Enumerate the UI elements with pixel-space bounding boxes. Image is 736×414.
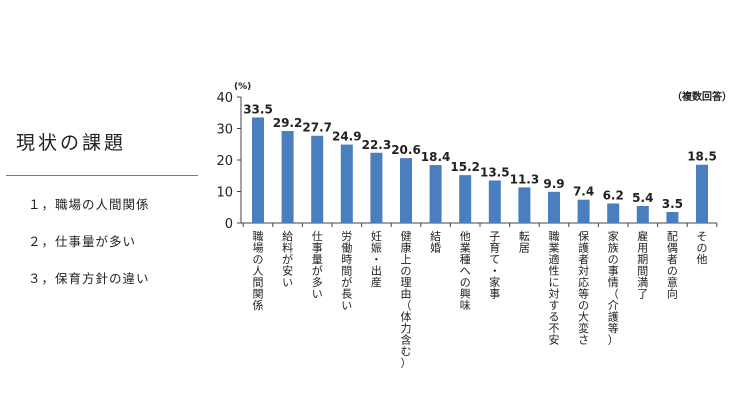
bar — [281, 131, 294, 223]
bar-value-label: 27.7 — [302, 121, 332, 135]
y-tick-label: 0 — [225, 217, 233, 232]
category-label: 職業適性に対する不安 — [549, 230, 560, 347]
bar — [340, 144, 353, 223]
category-label: 結婚 — [430, 229, 441, 255]
bar — [518, 187, 531, 223]
category-label: 職場の人間関係 — [253, 230, 264, 312]
category-label: 労働時間が長い — [341, 229, 352, 312]
bar-value-label: 11.3 — [510, 172, 540, 186]
issue-item-3: ３，保育方針の違い — [28, 271, 150, 286]
issue-item-1: １，職場の人間関係 — [28, 197, 150, 212]
category-label: 家族の事情（介護等） — [608, 229, 619, 347]
category-label: 転居 — [519, 230, 530, 255]
bar-value-label: 9.9 — [543, 177, 564, 191]
bar — [548, 191, 560, 223]
category-label: その他 — [697, 230, 708, 266]
bar-value-label: 18.4 — [421, 150, 451, 164]
bar — [429, 165, 442, 223]
bar-value-label: 15.2 — [450, 160, 480, 174]
bar — [607, 203, 620, 223]
bar-value-label: 6.2 — [603, 188, 624, 202]
title-divider — [6, 175, 198, 176]
category-label: 健康上の理由（体力含む） — [401, 230, 412, 370]
bar-value-label: 33.5 — [243, 102, 273, 116]
category-label: 他業種への興味 — [460, 230, 471, 312]
y-unit-label: (%) — [234, 82, 252, 92]
category-label: 保護者対応等の大変さ — [578, 229, 589, 347]
slide-title: 現状の課題 — [16, 132, 127, 154]
bar — [696, 164, 708, 223]
bar-value-label: 5.4 — [632, 191, 653, 205]
bar-value-label: 20.6 — [391, 143, 421, 157]
category-label: 給料が安い — [282, 229, 293, 289]
category-label: 妊娠・出産 — [371, 229, 382, 289]
bar — [311, 135, 324, 223]
y-tick-label: 30 — [216, 123, 233, 138]
multiple-answer-note: （複数回答） — [672, 92, 732, 103]
category-label: 仕事量が多い — [312, 230, 323, 301]
bar — [252, 117, 264, 223]
y-tick-label: 10 — [216, 186, 233, 201]
bar — [459, 175, 472, 223]
y-tick-label: 40 — [216, 91, 233, 106]
bar — [636, 205, 649, 223]
category-label: 雇用期間満了 — [637, 229, 648, 301]
bar — [488, 180, 501, 223]
issue-list: １，職場の人間関係 ２，仕事量が多い ３，保育方針の違い — [28, 193, 150, 304]
bar-value-label: 7.4 — [573, 185, 594, 199]
bar-value-label: 13.5 — [480, 165, 510, 179]
bar — [370, 152, 383, 223]
bar-value-label: 22.3 — [362, 138, 392, 152]
category-label: 配偶者の意向 — [667, 230, 678, 301]
bar-value-label: 18.5 — [687, 150, 717, 164]
bar-value-label: 29.2 — [273, 116, 303, 130]
issue-item-2: ２，仕事量が多い — [28, 234, 137, 249]
bar-value-label: 24.9 — [332, 130, 362, 144]
category-label: 子育て・家事 — [489, 230, 500, 301]
bar — [666, 211, 679, 223]
bar — [400, 158, 412, 223]
bar-value-label: 3.5 — [662, 197, 683, 211]
y-tick-label: 20 — [216, 154, 233, 169]
bar — [577, 199, 590, 223]
